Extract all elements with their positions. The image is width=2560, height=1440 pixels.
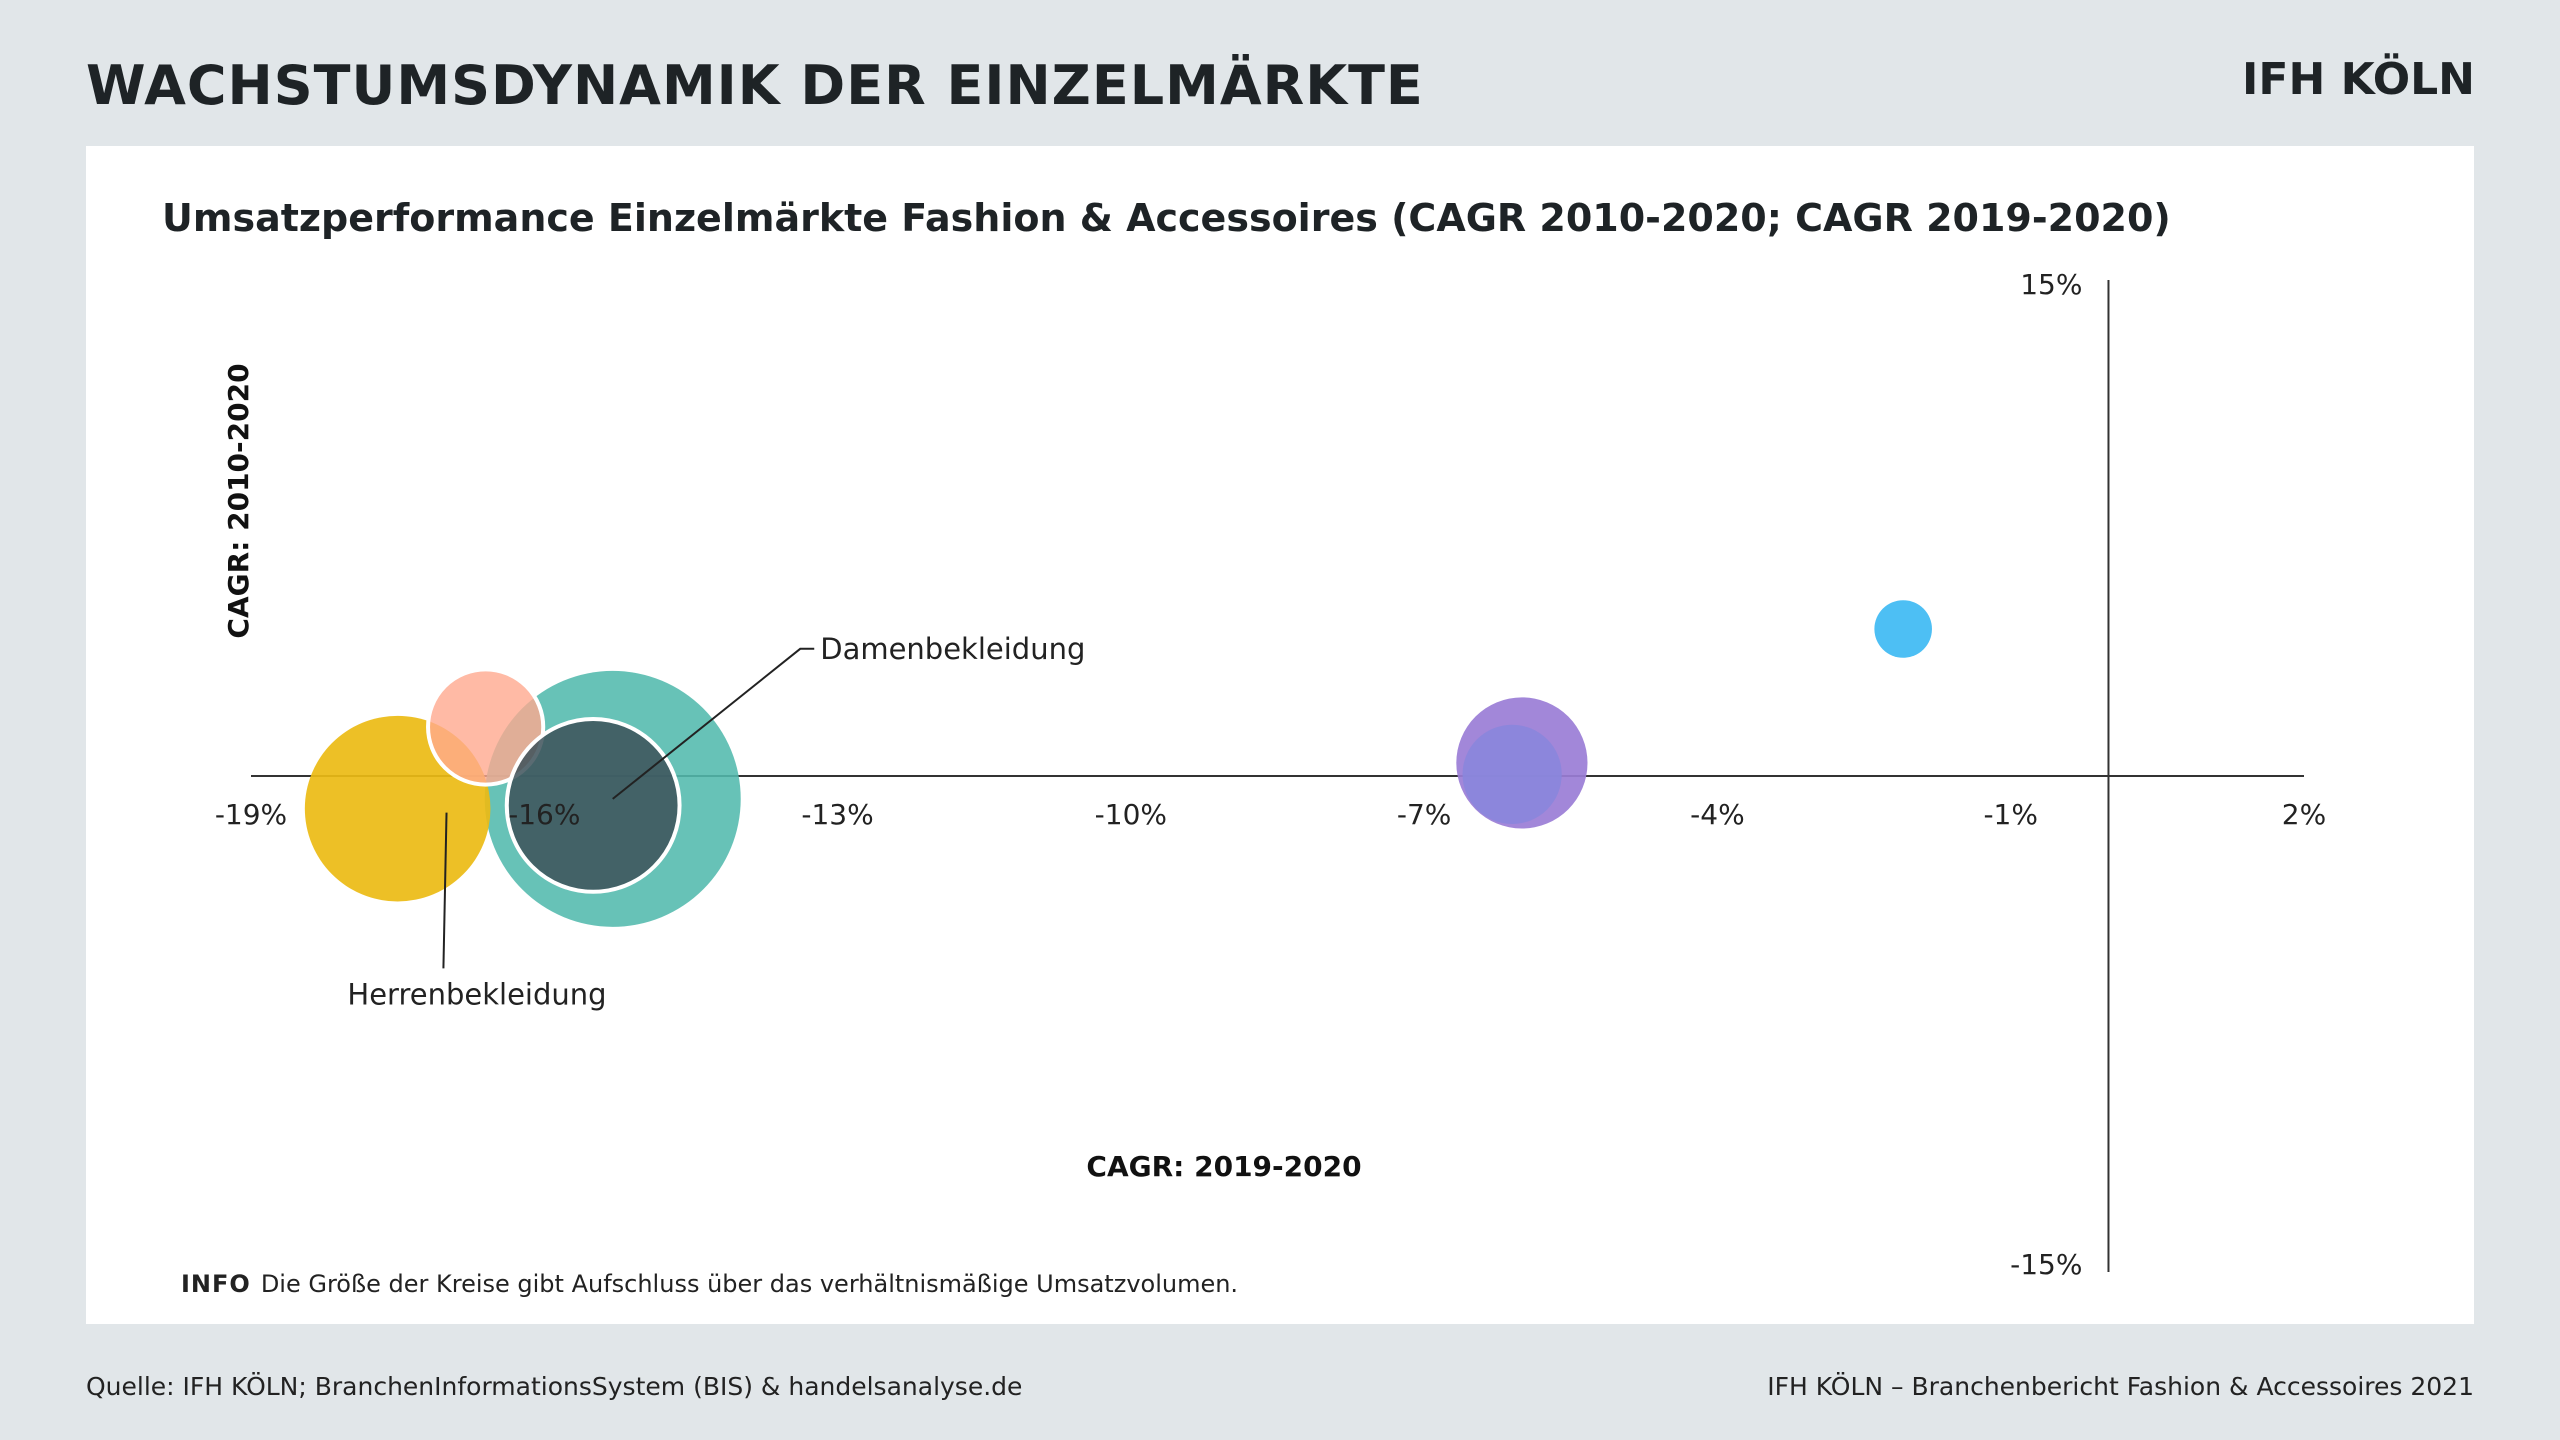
annotation-leader-line <box>612 647 815 800</box>
x-tick-label: -19% <box>215 798 287 831</box>
info-note: INFO Die Größe der Kreise gibt Aufschluss… <box>181 1270 1238 1298</box>
x-tick-label: -13% <box>801 798 873 831</box>
chart-panel: Umsatzperformance Einzelmärkte Fashion &… <box>86 146 2474 1324</box>
info-text: Die Größe der Kreise gibt Aufschluss übe… <box>260 1270 1239 1298</box>
brand-logo: IFH KÖLN <box>2242 54 2475 105</box>
annotation-label: Herrenbekleidung <box>347 977 606 1011</box>
bubble-5 <box>1462 724 1562 824</box>
page-title: WACHSTUMSDYNAMIK DER EINZELMÄRKTE <box>86 54 1424 117</box>
bubble-2 <box>426 667 546 787</box>
x-tick-label: -7% <box>1397 798 1452 831</box>
x-tick-label: -4% <box>1690 798 1745 831</box>
bubble-chart: -19% -16% -13% -10% -7% -4% -1% 2% 15% -15% CAGR: … <box>215 268 2326 1281</box>
footer-report: IFH KÖLN – Branchenbericht Fashion & Acc… <box>1767 1372 2474 1401</box>
x-tick-label: -16% <box>508 798 580 831</box>
annotation-label: Damenbekleidung <box>820 632 1085 666</box>
footer-source: Quelle: IFH KÖLN; BranchenInformationsSy… <box>86 1372 1023 1401</box>
y-tick-label: 15% <box>2020 268 2082 301</box>
bubble-3 <box>504 717 682 894</box>
bubble-6 <box>1874 600 1932 658</box>
chart-title: Umsatzperformance Einzelmärkte Fashion &… <box>162 196 2171 240</box>
x-axis-title: CAGR: 2019-2020 <box>1086 1150 1361 1183</box>
x-tick-label: -1% <box>1983 798 2038 831</box>
y-tick-label: -15% <box>2010 1248 2082 1281</box>
x-tick-label: 2% <box>2282 798 2326 831</box>
y-axis-title: CAGR: 2010-2020 <box>222 363 255 638</box>
info-label: INFO <box>181 1270 251 1298</box>
annotation-leader-line <box>442 812 448 969</box>
x-tick-label: -10% <box>1095 798 1167 831</box>
